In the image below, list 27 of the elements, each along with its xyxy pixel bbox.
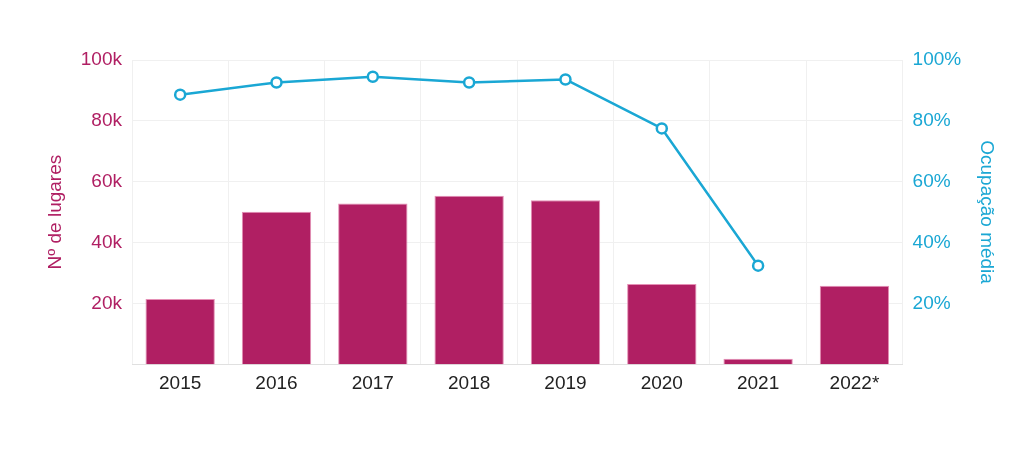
y-tick-label: 20k: [91, 291, 123, 313]
point: [751, 259, 765, 272]
x-tick-label: 2020: [640, 371, 683, 393]
x-tick-label: 2021: [736, 371, 780, 393]
point: [462, 76, 476, 89]
x-tick-label: 2018: [448, 371, 491, 393]
point: [655, 122, 669, 135]
x-tick-label: 2019: [544, 371, 587, 393]
y2-tick-label: 60%: [912, 169, 951, 191]
x-tick-label: 2022*: [829, 371, 880, 393]
point: [173, 88, 187, 101]
y2-tick-label: 80%: [912, 109, 951, 131]
y-axis-title: Nº de lugares: [43, 154, 65, 270]
x-tick-label: 2015: [159, 371, 202, 393]
x-tick-label: 2017: [351, 371, 394, 393]
y-tick-label: 60k: [91, 169, 123, 191]
y-tick-label: 40k: [91, 230, 123, 252]
y2-axis-title: Ocupação média: [977, 140, 999, 285]
y-tick-label: 100k: [80, 48, 123, 70]
point: [559, 73, 572, 86]
point: [366, 70, 380, 83]
point: [270, 76, 283, 89]
y2-tick-label: 40%: [912, 230, 951, 252]
y-tick-label: 80k: [91, 109, 123, 131]
y2-tick-label: 100%: [912, 48, 962, 70]
y2-tick-label: 20%: [912, 291, 951, 313]
x-tick-label: 2016: [255, 371, 298, 393]
